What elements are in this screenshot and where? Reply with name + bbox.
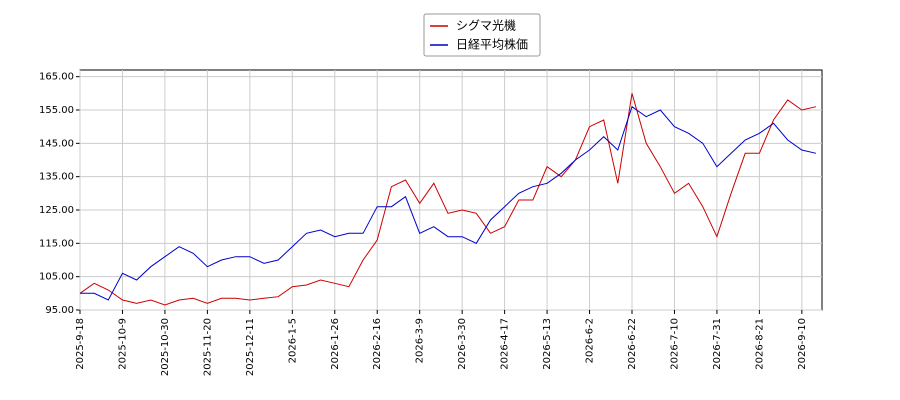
legend-label: 日経平均株価	[456, 37, 528, 52]
y-tick-label: 95.00	[45, 305, 74, 316]
x-tick-label: 2026-9-10	[797, 318, 808, 370]
x-tick-label: 2026-5-13	[542, 318, 553, 370]
x-tick-label: 2026-7-31	[712, 318, 723, 370]
x-tick-label: 2025-9-18	[75, 318, 86, 370]
series-line	[80, 105, 817, 301]
legend-label: シグマ光機	[456, 18, 516, 33]
x-tick-label: 2026-4-17	[500, 318, 511, 370]
x-tick-label: 2026-7-10	[669, 318, 680, 370]
x-tick-label: 2026-8-21	[754, 318, 765, 370]
x-tick-label: 2026-6-22	[627, 318, 638, 370]
y-tick-label: 165.00	[39, 72, 74, 83]
x-tick-label: 2026-2-16	[372, 318, 383, 370]
y-tick-label: 155.00	[39, 105, 74, 116]
legend-box	[423, 13, 541, 57]
x-tick-label: 2025-12-11	[245, 318, 256, 376]
x-tick-label: 2025-10-9	[117, 318, 128, 370]
y-tick-label: 125.00	[39, 205, 74, 216]
x-tick-label: 2026-3-30	[457, 318, 468, 370]
y-tick-label: 135.00	[39, 172, 74, 183]
x-tick-label: 2025-11-20	[202, 318, 213, 376]
y-tick-label: 145.00	[39, 138, 74, 149]
x-tick-label: 2026-1-5	[287, 318, 298, 363]
y-tick-label: 115.00	[39, 238, 74, 249]
x-tick-label: 2026-1-26	[330, 318, 341, 370]
x-tick-label: 2026-3-9	[415, 318, 426, 363]
x-tick-label: 2026-6-2	[585, 318, 596, 363]
series-line	[79, 93, 817, 306]
x-tick-label: 2025-10-30	[160, 318, 171, 376]
plot-frame	[79, 69, 823, 311]
y-tick-label: 105.00	[39, 272, 74, 283]
